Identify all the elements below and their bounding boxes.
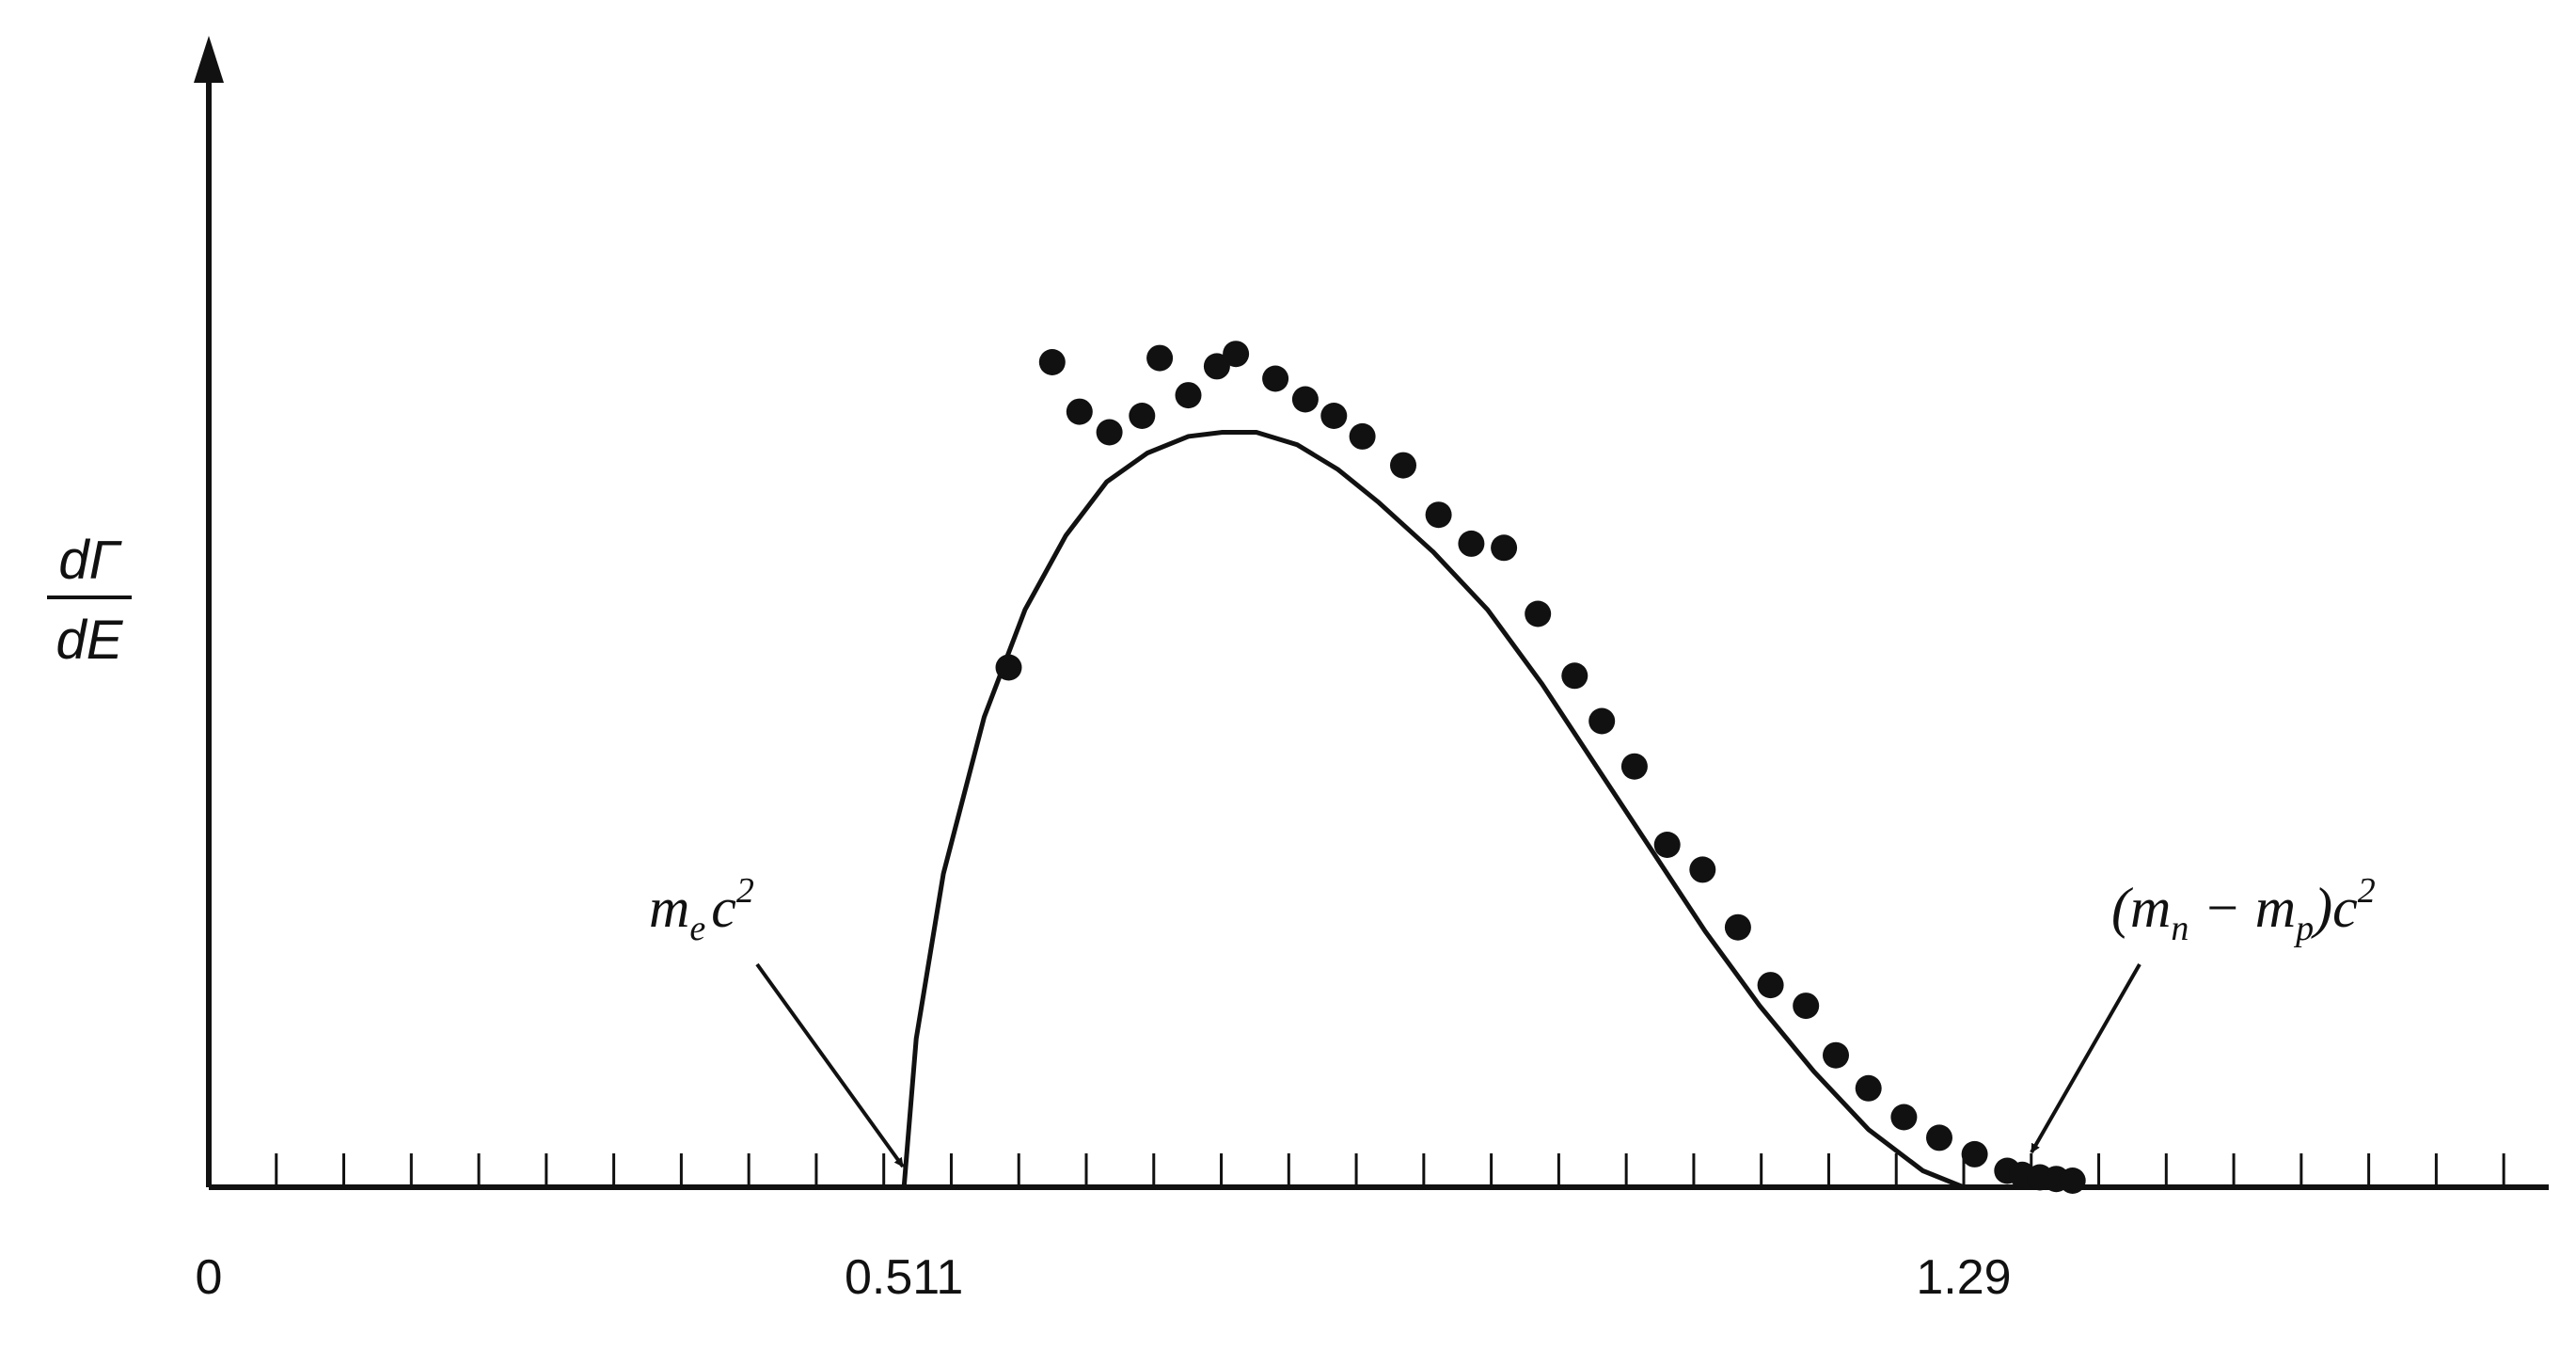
data-point [1320,403,1348,429]
data-point [2059,1167,2086,1194]
annotation-electron-mass-arrow [755,962,905,1168]
x-minor-ticks [275,1153,2505,1187]
x-tick-label-1: 0.511 [845,1250,963,1305]
data-point [1066,398,1093,425]
data-point [1757,972,1784,999]
data-point [1620,753,1648,780]
data-point [1689,856,1716,883]
data-point [1653,832,1681,858]
data-point [1793,993,1820,1020]
y-label-denominator: dE [56,610,124,671]
data-point [1291,386,1319,413]
data-point [1588,707,1616,735]
annotation-mass-difference-arrow [2030,963,2141,1153]
annotation-mass-difference-label: (mn − mp)c2 [2111,871,2376,948]
data-point [1129,403,1156,429]
data-point [1390,452,1416,479]
data-point [1724,913,1751,941]
data-point [1425,501,1452,529]
data-point [1262,365,1289,392]
data-point [1096,419,1123,446]
data-point [1146,344,1174,372]
data-point [1926,1124,1952,1151]
y-label-numerator: dΓ [58,530,122,591]
data-point [1890,1104,1918,1131]
data-point [1823,1041,1849,1069]
data-points [995,341,2086,1194]
data-point [1561,662,1588,690]
annotation-electron-mass: me c2 [649,871,905,1168]
data-point [1491,534,1518,562]
x-tick-labels: 0 0.511 1.29 [196,1250,2012,1305]
data-point [1223,341,1250,368]
data-point [1038,349,1066,375]
x-tick-label-0: 0 [196,1250,223,1305]
data-point [1458,530,1485,557]
data-point [1855,1074,1882,1102]
y-axis-label: dΓ dE [47,530,132,671]
x-tick-label-2: 1.29 [1916,1250,2011,1305]
annotation-mass-difference: (mn − mp)c2 [2030,871,2376,1153]
theory-curve [901,430,1965,1190]
data-point [995,654,1022,681]
data-point [1175,382,1202,409]
data-point [1349,422,1376,450]
data-point [1203,353,1230,380]
y-axis-arrow-icon [194,36,224,83]
annotation-electron-mass-label: me c2 [649,871,754,948]
data-point [1961,1140,1988,1167]
data-point [1525,600,1552,627]
